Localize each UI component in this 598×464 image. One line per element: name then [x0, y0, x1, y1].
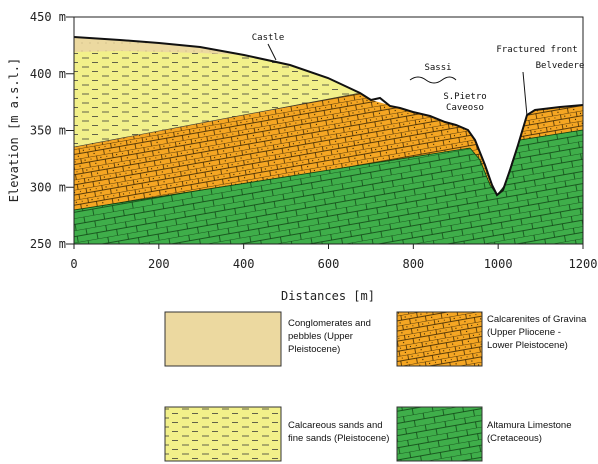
y-tick-label: 250 m [30, 237, 66, 251]
y-tick-label: 450 m [30, 10, 66, 24]
annotation: Caveoso [446, 103, 484, 113]
legend-swatch [165, 407, 281, 461]
annotation: Sassi [424, 63, 451, 73]
y-tick-label: 350 m [30, 124, 66, 138]
x-axis-title: Distances [m] [281, 289, 375, 303]
legend-label: Altamura Limestone [487, 420, 571, 431]
legend-label: (Cretaceous) [487, 433, 542, 444]
legend-swatch [165, 312, 281, 366]
legend-label: Calcarenites of Gravina [487, 314, 587, 325]
legend-label: Conglomerates and [288, 318, 371, 329]
legend-swatch [397, 312, 482, 366]
annotation: Castle [252, 33, 285, 43]
sassi-wave [410, 77, 456, 83]
y-axis-title: Elevation [m a.s.l.] [7, 58, 21, 203]
figure: Castle Sassi S.Pietro Caveoso Fractured … [0, 0, 598, 464]
x-tick-label: 1200 [569, 257, 598, 271]
x-tick-label: 0 [70, 257, 77, 271]
annotation: Belvedere [536, 61, 585, 71]
x-tick-label: 800 [402, 257, 424, 271]
legend-label: (Upper Pliocene - [487, 327, 561, 338]
legend-swatch [397, 407, 482, 461]
x-tick-label: 200 [148, 257, 170, 271]
x-tick-label: 1000 [484, 257, 513, 271]
y-tick-label: 400 m [30, 67, 66, 81]
legend-label: fine sands (Pleistocene) [288, 433, 389, 444]
legend-label: pebbles (Upper [288, 331, 353, 342]
legend-label: Calcareous sands and [288, 420, 383, 431]
y-tick-label: 300 m [30, 180, 66, 194]
legend-label: Pleistocene) [288, 344, 340, 355]
legend-label: Lower Pleistocene) [487, 340, 568, 351]
x-tick-label: 600 [318, 257, 340, 271]
annotation: Fractured front [496, 45, 577, 55]
x-tick-label: 400 [233, 257, 255, 271]
annotation: S.Pietro [443, 92, 486, 102]
